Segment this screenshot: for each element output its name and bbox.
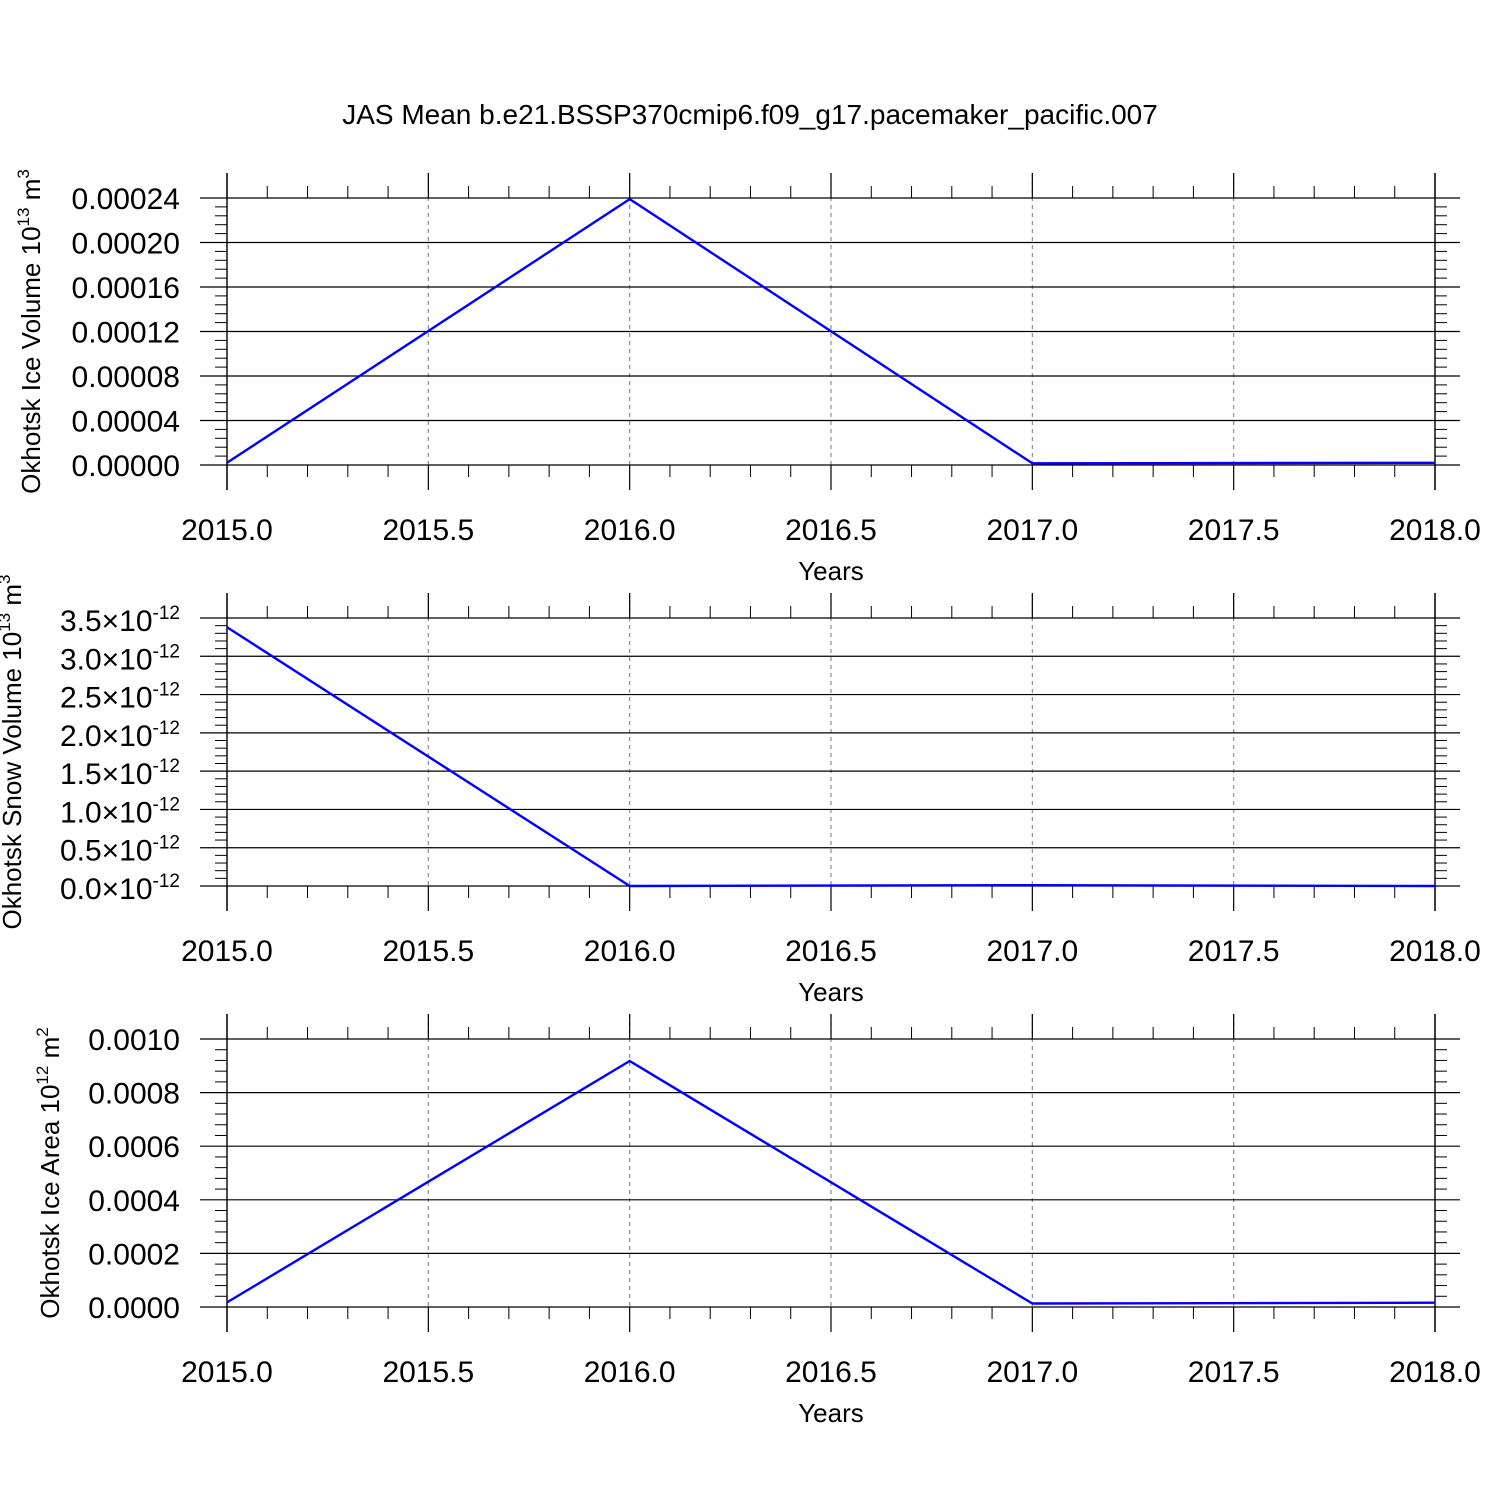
x-tick-label: 2016.0: [584, 514, 676, 547]
y-axis-label: Okhotsk Snow Volume 1013 m3: [0, 575, 27, 930]
x-tick-label: 2017.5: [1188, 935, 1280, 968]
y-tick-label: 0.00016: [72, 272, 180, 305]
y-tick-label: 2.0×10-12: [60, 718, 180, 753]
x-tick-label: 2016.0: [584, 1356, 676, 1389]
y-tick-label: 1.5×10-12: [60, 756, 180, 791]
y-tick-label: 0.0002: [88, 1238, 180, 1271]
y-tick-label: 2.5×10-12: [60, 680, 180, 715]
y-tick-label: 0.0000: [88, 1292, 180, 1325]
x-tick-label: 2016.5: [785, 514, 877, 547]
x-tick-label: 2017.5: [1188, 514, 1280, 547]
y-axis-label: Okhotsk Ice Area 1012 m2: [33, 1027, 65, 1318]
series-line: [226, 626, 1436, 888]
y-tick-label: 0.0004: [88, 1185, 180, 1218]
chart-title: JAS Mean b.e21.BSSP370cmip6.f09_g17.pace…: [342, 99, 1158, 130]
y-tick-label: 0.00004: [72, 406, 180, 439]
y-tick-label: 0.0006: [88, 1131, 180, 1164]
y-tick-label: 0.00012: [72, 317, 180, 350]
x-tick-label: 2015.0: [181, 1356, 273, 1389]
y-tick-label: 0.0010: [88, 1024, 180, 1057]
x-tick-label: 2017.0: [986, 514, 1078, 547]
y-tick-label: 1.0×10-12: [60, 794, 180, 829]
y-tick-label: 0.5×10-12: [60, 833, 180, 868]
x-tick-label: 2015.5: [382, 514, 474, 547]
panel-3: 2015.0 2015.5 2016.0 2016.5 2017.0 2017.5 2018…: [33, 1014, 1481, 1428]
x-tick-label: 2018.0: [1389, 1356, 1481, 1389]
x-tick-label: 2015.5: [382, 1356, 474, 1389]
x-axis-label: Years: [798, 1398, 864, 1428]
series-line: [226, 1059, 1436, 1305]
y-tick-label: 0.0008: [88, 1078, 180, 1111]
panel-2: 2015.0 2015.5 2016.0 2016.5 2017.0 2017.5 2018…: [0, 575, 1481, 1008]
x-tick-label: 2015.0: [181, 935, 273, 968]
x-tick-label: 2017.0: [986, 1356, 1078, 1389]
x-tick-label: 2016.5: [785, 935, 877, 968]
y-tick-label: 0.00008: [72, 361, 180, 394]
x-tick-label: 2018.0: [1389, 935, 1481, 968]
x-axis-label: Years: [798, 556, 864, 586]
x-tick-label: 2017.5: [1188, 1356, 1280, 1389]
y-axis-label: Okhotsk Ice Volume 1013 m3: [14, 169, 46, 494]
x-axis-label: Years: [798, 977, 864, 1007]
panel-1: 2015.0 2015.5 2016.0 2016.5 2017.0 2017.5 2018…: [14, 169, 1481, 586]
y-tick-label: 0.00020: [72, 228, 180, 261]
x-tick-label: 2017.0: [986, 935, 1078, 968]
y-tick-label: 0.00000: [72, 450, 180, 483]
x-tick-label: 2016.0: [584, 935, 676, 968]
x-tick-label: 2015.5: [382, 935, 474, 968]
series-line: [226, 197, 1436, 465]
y-tick-label: 0.00024: [72, 183, 180, 216]
y-tick-label: 3.0×10-12: [60, 641, 180, 676]
y-tick-label: 3.5×10-12: [60, 603, 180, 638]
y-tick-label: 0.0×10-12: [60, 871, 180, 906]
x-tick-label: 2018.0: [1389, 514, 1481, 547]
x-tick-label: 2016.5: [785, 1356, 877, 1389]
x-tick-label: 2015.0: [181, 514, 273, 547]
